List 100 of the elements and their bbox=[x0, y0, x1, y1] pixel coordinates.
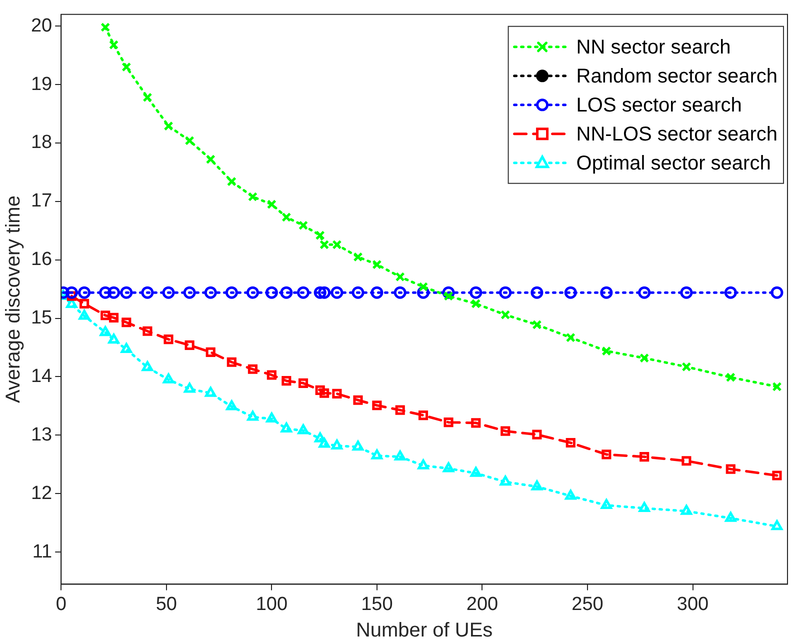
point bbox=[471, 418, 481, 428]
point bbox=[184, 382, 196, 393]
point bbox=[564, 286, 577, 299]
point bbox=[226, 176, 236, 186]
point bbox=[352, 440, 364, 451]
point bbox=[205, 386, 216, 397]
point bbox=[164, 121, 174, 131]
legend-label: NN sector search bbox=[576, 36, 731, 58]
y-tick-label: 19 bbox=[30, 74, 52, 95]
point bbox=[470, 286, 482, 299]
point bbox=[500, 426, 510, 436]
point bbox=[108, 312, 119, 322]
point bbox=[162, 286, 175, 299]
point bbox=[771, 520, 783, 530]
point bbox=[353, 252, 363, 262]
point bbox=[142, 326, 152, 336]
point bbox=[100, 22, 110, 32]
point bbox=[332, 388, 342, 398]
point bbox=[371, 449, 383, 460]
point bbox=[372, 400, 382, 410]
point bbox=[183, 286, 196, 299]
point bbox=[122, 62, 132, 72]
point bbox=[314, 286, 326, 299]
point bbox=[141, 286, 154, 299]
point bbox=[247, 410, 258, 421]
point bbox=[330, 286, 344, 299]
point bbox=[298, 220, 308, 230]
point bbox=[332, 240, 342, 250]
point bbox=[320, 240, 330, 250]
point bbox=[318, 286, 331, 299]
point bbox=[353, 395, 363, 405]
legend-label: NN-LOS sector search bbox=[576, 123, 778, 146]
legend-label: Optimal sector search bbox=[576, 152, 771, 174]
point bbox=[315, 385, 325, 395]
y-tick-label: 15 bbox=[30, 308, 52, 329]
point bbox=[680, 286, 693, 299]
point bbox=[225, 286, 238, 299]
y-tick-label: 14 bbox=[30, 366, 53, 387]
y-tick-label: 11 bbox=[32, 541, 52, 562]
x-tick-label: 200 bbox=[466, 594, 498, 615]
x-tick-label: 50 bbox=[156, 594, 177, 615]
x-axis-title: Number of UEs bbox=[356, 620, 493, 642]
point bbox=[65, 286, 78, 299]
point bbox=[78, 286, 91, 299]
point bbox=[602, 450, 612, 460]
point bbox=[162, 373, 174, 384]
point bbox=[395, 272, 405, 282]
point bbox=[532, 320, 542, 330]
point bbox=[266, 412, 278, 423]
point bbox=[164, 334, 174, 344]
point bbox=[565, 490, 576, 500]
point bbox=[640, 353, 650, 363]
point bbox=[184, 136, 194, 146]
point bbox=[298, 424, 309, 434]
point bbox=[640, 452, 650, 462]
x-tick-label: 250 bbox=[572, 594, 604, 615]
point bbox=[442, 462, 454, 472]
point bbox=[566, 438, 576, 448]
point bbox=[418, 410, 428, 420]
y-tick-label: 13 bbox=[30, 424, 52, 446]
y-tick-label: 12 bbox=[30, 482, 52, 504]
point bbox=[297, 286, 310, 299]
point bbox=[266, 200, 276, 210]
point bbox=[248, 364, 258, 374]
point bbox=[184, 340, 194, 350]
y-tick-label: 16 bbox=[30, 249, 52, 270]
y-tick-label: 18 bbox=[30, 132, 52, 154]
point bbox=[566, 332, 576, 342]
point bbox=[142, 361, 154, 372]
x-tick-label: 0 bbox=[56, 594, 66, 615]
x-tick-label: 100 bbox=[256, 594, 288, 615]
point bbox=[724, 286, 737, 299]
point bbox=[680, 504, 692, 515]
point bbox=[99, 286, 112, 299]
point bbox=[320, 388, 330, 398]
point bbox=[772, 470, 782, 480]
point bbox=[100, 310, 110, 320]
point bbox=[726, 464, 736, 474]
point bbox=[600, 286, 613, 299]
point bbox=[530, 286, 544, 299]
point bbox=[725, 512, 736, 522]
point bbox=[282, 376, 292, 386]
point bbox=[372, 260, 382, 270]
point bbox=[726, 372, 736, 382]
point bbox=[315, 230, 325, 240]
point bbox=[100, 326, 111, 336]
point bbox=[78, 310, 90, 320]
point bbox=[444, 418, 454, 428]
point bbox=[246, 286, 259, 299]
point bbox=[600, 499, 612, 510]
point bbox=[471, 298, 481, 308]
y-tick-label: 17 bbox=[30, 190, 52, 212]
point bbox=[682, 362, 692, 372]
point bbox=[394, 450, 406, 461]
point bbox=[206, 347, 216, 357]
x-tick-label: 150 bbox=[361, 594, 393, 615]
point bbox=[394, 286, 406, 299]
point bbox=[226, 400, 238, 410]
point bbox=[638, 286, 651, 299]
point bbox=[120, 286, 133, 299]
